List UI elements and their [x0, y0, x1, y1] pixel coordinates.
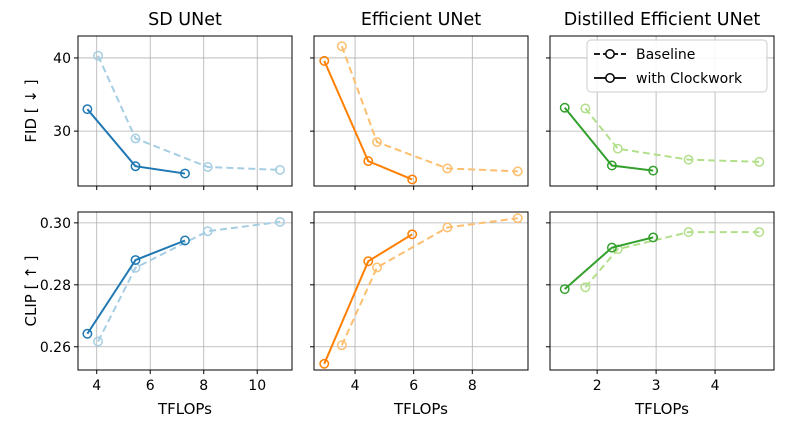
- series-line-solid: [86, 239, 186, 335]
- axes-frame: [549, 35, 775, 187]
- data-point: [559, 284, 570, 295]
- data-point: [275, 216, 285, 227]
- data-point: [683, 154, 694, 165]
- data-point: [683, 227, 694, 238]
- tick-label-x: 10: [248, 378, 266, 394]
- tick-label-y: 30: [53, 124, 71, 140]
- tick-label-x: 6: [146, 378, 155, 394]
- panel-1-clip: 4 6 8 TFLOPs: [310, 211, 529, 418]
- tick-label-x: 8: [199, 378, 208, 394]
- data-point: [407, 174, 418, 185]
- panel-title: Efficient UNet: [361, 10, 481, 30]
- legend-label: Baseline: [636, 47, 695, 63]
- data-point: [512, 166, 523, 177]
- data-point: [319, 358, 330, 369]
- data-point: [130, 133, 141, 144]
- data-point: [180, 168, 190, 179]
- data-point: [648, 165, 659, 176]
- data-point: [93, 50, 104, 61]
- data-point: [336, 41, 347, 52]
- panel-title: SD UNet: [148, 10, 222, 30]
- data-point: [336, 340, 347, 351]
- panel-1-fid: [310, 35, 529, 190]
- data-point: [559, 102, 570, 113]
- tick-label-y: 0.30: [40, 216, 71, 232]
- data-point: [130, 161, 141, 172]
- axes-frame: [313, 35, 529, 187]
- data-point: [93, 336, 104, 347]
- tick-label-y: 0.26: [40, 340, 71, 356]
- series-line-solid: [323, 60, 413, 181]
- panel-0-clip: 0.26 0.28 0.30 4 6 8 10 TFLOPs CLIP [ ↑ ]: [22, 211, 293, 418]
- data-point: [319, 55, 330, 66]
- data-point: [442, 163, 453, 174]
- data-point: [82, 104, 93, 115]
- legend-marker: [605, 49, 615, 59]
- data-point: [363, 156, 374, 167]
- tick-label-y: 0.28: [40, 278, 71, 294]
- x-axis-label: TFLOPs: [393, 400, 448, 418]
- data-point: [754, 227, 765, 238]
- axes-frame: [77, 35, 293, 187]
- tick-label-x: 4: [351, 378, 360, 394]
- x-axis-label: TFLOPs: [634, 400, 689, 418]
- data-point: [202, 226, 213, 237]
- legend-marker: [605, 73, 615, 83]
- axes-frame: [549, 211, 775, 371]
- data-point: [648, 232, 659, 243]
- data-point: [580, 282, 591, 293]
- legend-label: with Clockwork: [636, 71, 743, 87]
- legend: Baseline with Clockwork: [586, 39, 768, 93]
- data-point: [580, 103, 591, 114]
- series-line-solid: [323, 233, 413, 365]
- tick-label-x: 4: [711, 378, 720, 394]
- y-axis-label: FID [ ↓ ]: [22, 79, 40, 142]
- data-point: [612, 143, 623, 154]
- x-axis-label: TFLOPs: [157, 400, 212, 418]
- series-line-solid: [564, 236, 654, 290]
- data-point: [363, 256, 374, 267]
- tick-label-x: 8: [468, 378, 477, 394]
- data-point: [606, 160, 617, 171]
- tick-label-x: 2: [593, 378, 602, 394]
- data-point: [130, 255, 141, 265]
- series-line-solid: [86, 108, 186, 175]
- data-point: [202, 162, 213, 172]
- data-point: [442, 222, 453, 233]
- data-point: [512, 213, 523, 224]
- axes-frame: [77, 211, 293, 371]
- data-point: [372, 262, 382, 273]
- panel-2-clip: 2 3 4 TFLOPs: [546, 211, 775, 418]
- y-axis-label: CLIP [ ↑ ]: [22, 256, 40, 327]
- series-line-dashed: [584, 231, 760, 288]
- panel-0-fid: 30 40 FID [ ↓ ]: [22, 35, 293, 190]
- legend-frame: [586, 39, 768, 93]
- panel-title: Distilled Efficient UNet: [564, 10, 761, 30]
- data-point: [612, 244, 623, 255]
- data-point: [82, 328, 93, 339]
- series-line-dashed: [97, 55, 281, 171]
- series-line-dashed: [97, 220, 281, 342]
- data-point: [180, 235, 190, 246]
- data-point: [606, 242, 617, 253]
- data-point: [275, 164, 285, 175]
- series-line-solid: [563, 107, 654, 172]
- series-line-dashed: [584, 107, 760, 163]
- series-line-dashed: [340, 45, 518, 173]
- tick-label-x: 3: [652, 378, 661, 394]
- tick-label-x: 4: [92, 378, 101, 394]
- series-line-dashed: [340, 217, 518, 346]
- tick-label-y: 40: [53, 51, 71, 67]
- tick-label-x: 6: [409, 378, 418, 394]
- data-point: [372, 137, 382, 148]
- data-point: [754, 156, 765, 167]
- data-point: [407, 229, 418, 240]
- axes-frame: [313, 211, 529, 371]
